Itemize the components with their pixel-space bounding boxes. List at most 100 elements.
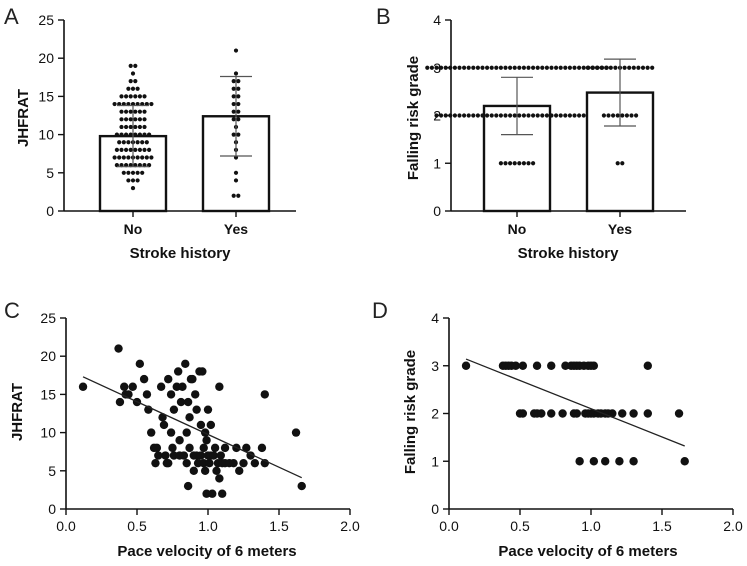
data-point [594, 65, 600, 70]
data-point [169, 405, 179, 414]
data-point [531, 161, 536, 166]
data-point [142, 147, 147, 152]
x-tick-label: 0.0 [56, 518, 76, 534]
data-point [526, 161, 531, 166]
data-point [142, 124, 147, 130]
data-point [183, 481, 193, 491]
data-point [643, 361, 652, 370]
data-point [210, 443, 220, 453]
data-point [615, 161, 620, 166]
data-point [260, 390, 269, 399]
data-point [425, 65, 430, 70]
data-point [181, 359, 190, 369]
data-point [216, 451, 225, 460]
data-point [161, 451, 170, 460]
data-point [558, 409, 567, 418]
x-tick-label: No [124, 221, 143, 237]
y-tick-label: 20 [40, 348, 56, 364]
data-point [466, 113, 471, 118]
data-point [452, 65, 457, 70]
trend-line [465, 358, 685, 447]
data-point [130, 178, 136, 183]
data-point [558, 65, 563, 70]
data-point [147, 428, 156, 437]
data-point [119, 117, 124, 122]
data-point [124, 109, 129, 114]
data-point [434, 65, 439, 70]
data-point [466, 65, 471, 70]
data-point [128, 117, 133, 122]
data-point [572, 113, 577, 118]
y-tick-label: 5 [48, 463, 56, 479]
data-point [618, 409, 627, 418]
data-point [192, 405, 201, 414]
data-point [133, 117, 138, 122]
data-point [521, 161, 527, 166]
data-point [461, 361, 471, 370]
data-point [140, 140, 145, 145]
data-point [498, 161, 503, 166]
y-axis-label: JHFRAT [15, 89, 32, 147]
data-point [471, 113, 476, 118]
data-point [137, 117, 142, 122]
data-point [448, 65, 453, 70]
data-point [674, 409, 684, 418]
data-point [140, 155, 145, 160]
y-tick-label: 15 [38, 88, 54, 104]
data-point [589, 361, 599, 370]
axes: 0 5 10 15 20 25 0.0 0.5 1.0 1.5 2.0 [40, 310, 360, 534]
data-point [154, 451, 163, 460]
data-point [182, 458, 191, 468]
data-point [149, 101, 154, 107]
data-point [133, 94, 138, 99]
data-point [540, 113, 545, 118]
data-point [554, 113, 559, 118]
data-point [133, 79, 138, 84]
data-point [166, 390, 176, 399]
data-point [549, 113, 554, 118]
data-point [544, 113, 550, 118]
data-point [140, 170, 145, 175]
panel-d: D 0 1 2 3 4 0.0 0.5 1.0 1.5 2.0 Falling risk grad… [372, 298, 743, 560]
data-point [115, 397, 125, 407]
data-point [147, 132, 152, 137]
data-point [526, 65, 531, 70]
data-point [606, 113, 611, 118]
data-point [208, 489, 217, 498]
data-point [629, 457, 638, 466]
data-point [152, 443, 162, 453]
data-point [291, 428, 301, 437]
data-point [250, 458, 260, 468]
data-point [128, 79, 133, 84]
data-point [137, 109, 142, 114]
data-point [622, 65, 627, 70]
data-point [196, 451, 206, 460]
data-point [544, 65, 550, 70]
data-point [439, 65, 444, 70]
data-point [185, 443, 194, 453]
y-tick-label: 25 [38, 12, 54, 28]
data-point [117, 155, 122, 160]
data-point [142, 132, 147, 137]
y-tick-label: 4 [431, 310, 439, 326]
data-point [133, 132, 138, 137]
data-point [235, 466, 244, 475]
data-point [439, 113, 444, 118]
data-point [179, 451, 189, 460]
data-point [489, 65, 494, 70]
data-point [512, 161, 517, 166]
data-point [581, 113, 586, 118]
data-point [114, 147, 119, 152]
data-point [518, 409, 528, 418]
y-tick-label: 4 [433, 12, 441, 28]
data-point [508, 113, 513, 118]
data-point [231, 193, 236, 198]
panel-c: C 0 5 10 15 20 25 0.0 0.5 1.0 1.5 2.0 JHFRAT Pace … [4, 298, 360, 560]
data-point [142, 117, 147, 122]
data-point [489, 113, 494, 118]
x-tick-label: 1.5 [269, 518, 289, 534]
data-point [233, 48, 239, 53]
panel-letter: B [376, 4, 391, 29]
y-axis-label: Falling risk grade [405, 56, 422, 180]
data-point [126, 140, 131, 145]
